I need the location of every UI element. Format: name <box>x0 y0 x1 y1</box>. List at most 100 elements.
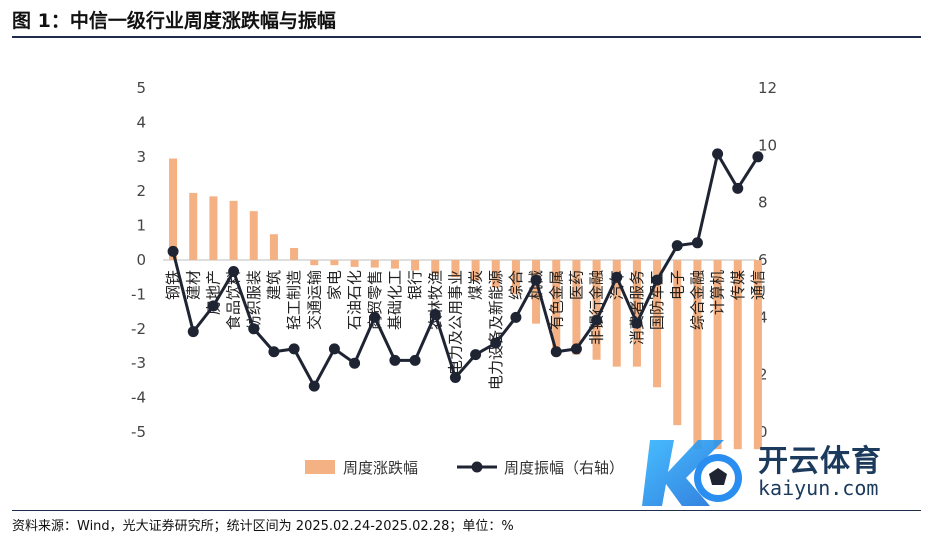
bar-电力设备及新能源 <box>491 260 500 288</box>
bar-传媒 <box>733 260 742 450</box>
amplitude-point <box>570 343 582 355</box>
bar-国防军工 <box>653 260 662 388</box>
amplitude-point <box>712 148 724 160</box>
bar-电子 <box>673 260 682 426</box>
chart-title: 图 1：中信一级行业周度涨跌幅与振幅 <box>12 10 336 32</box>
amplitude-point <box>732 182 744 194</box>
amplitude-point <box>409 354 421 366</box>
category-label: 家电 <box>325 270 343 300</box>
left-axis-tick-label: -5 <box>131 423 146 441</box>
legend-bar-label: 周度涨跌幅 <box>343 459 418 477</box>
bar-建材 <box>189 192 198 260</box>
left-axis-tick-label: 0 <box>136 251 146 269</box>
amplitude-point <box>207 300 219 312</box>
kaiyun-logo-icon <box>642 440 742 506</box>
category-label: 交通运输 <box>305 270 323 330</box>
category-label: 基础化工 <box>386 270 404 330</box>
bar-通信 <box>753 260 762 450</box>
footer-divider <box>12 510 921 511</box>
left-axis-tick-label: -4 <box>131 389 146 407</box>
amplitude-point <box>369 311 381 323</box>
right-axis-tick-label: 0 <box>758 423 768 441</box>
amplitude-point <box>651 274 663 286</box>
category-label: 食品饮料 <box>225 270 243 330</box>
left-axis-tick-label: -2 <box>131 320 146 338</box>
right-axis-tick-label: 12 <box>758 79 777 97</box>
left-axis-tick-label: -3 <box>131 354 146 372</box>
bar-房地产 <box>209 196 218 260</box>
watermark-brand: 开云体育 <box>758 444 882 479</box>
category-label: 钢铁 <box>164 270 182 300</box>
legend-line-marker <box>471 461 483 473</box>
category-label: 消费者服务 <box>628 270 646 345</box>
title-divider <box>12 36 921 38</box>
amplitude-point <box>328 343 340 355</box>
bar-纺织服装 <box>249 211 258 260</box>
amplitude-point <box>550 346 562 358</box>
amplitude-point <box>691 237 703 249</box>
bar-交通运输 <box>310 260 319 266</box>
amplitude-point <box>631 317 643 329</box>
bar-非银行金融 <box>592 260 601 360</box>
bar-银行 <box>411 260 420 271</box>
legend-line-label: 周度振幅（右轴） <box>504 459 624 477</box>
bar-农林牧渔 <box>431 260 440 274</box>
amplitude-point <box>490 337 502 349</box>
bar-基础化工 <box>390 260 399 269</box>
amplitude-point <box>671 240 683 252</box>
bar-有色金属 <box>552 260 561 357</box>
category-label: 综合 <box>507 270 525 300</box>
amplitude-point <box>752 151 764 163</box>
amplitude-point <box>429 308 441 320</box>
source-note: 资料来源：Wind，光大证券研究所；统计区间为 2025.02.24-2025.… <box>12 519 514 534</box>
bar-商贸零售 <box>370 260 379 268</box>
bar-石油石化 <box>350 260 359 267</box>
right-axis-tick-label: 4 <box>758 308 768 326</box>
bar-汽车 <box>612 260 621 367</box>
amplitude-point <box>591 314 603 326</box>
category-label: 电子 <box>668 270 686 300</box>
bar-钢铁 <box>169 158 178 260</box>
amplitude-point <box>288 343 300 355</box>
category-label: 通信 <box>749 270 767 300</box>
left-axis-tick-label: 5 <box>136 79 146 97</box>
bar-家电 <box>330 260 339 266</box>
amplitude-point <box>530 274 542 286</box>
category-label: 传媒 <box>729 270 747 300</box>
amplitude-point <box>611 271 623 283</box>
left-axis-tick-label: 4 <box>136 113 146 131</box>
category-label: 农林牧渔 <box>426 270 444 330</box>
category-label: 医药 <box>567 270 585 300</box>
bar-建筑 <box>269 234 278 260</box>
category-label: 国防军工 <box>648 270 666 330</box>
right-axis-tick-label: 10 <box>758 136 777 154</box>
category-label: 银行 <box>406 270 424 300</box>
bar-医药 <box>572 260 581 355</box>
amplitude-point <box>268 346 280 358</box>
category-label: 建材 <box>184 270 202 300</box>
category-label: 综合金融 <box>688 270 706 330</box>
left-axis-tick-label: 1 <box>136 217 146 235</box>
category-label: 电力及公用事业 <box>446 270 464 375</box>
category-label: 电力设备及新能源 <box>487 270 505 390</box>
bar-机械 <box>532 260 541 324</box>
category-label: 轻工制造 <box>285 270 303 330</box>
watermark: 开云体育 kaiyun.com <box>640 432 930 510</box>
left-axis-tick-label: -1 <box>131 285 146 303</box>
bar-煤炭 <box>471 260 480 281</box>
bar-计算机 <box>713 260 722 450</box>
category-label: 石油石化 <box>346 270 364 330</box>
left-axis-tick-label: 3 <box>136 148 146 166</box>
bar-综合金融 <box>693 260 702 450</box>
bar-综合 <box>511 260 520 295</box>
amplitude-point <box>248 323 260 335</box>
category-label: 煤炭 <box>467 270 485 300</box>
bar-食品饮料 <box>229 200 238 260</box>
legend-bar-swatch <box>305 460 335 474</box>
amplitude-point <box>167 245 179 257</box>
left-axis-tick-label: 2 <box>136 182 146 200</box>
bar-轻工制造 <box>290 247 299 260</box>
category-label: 建筑 <box>265 270 283 300</box>
right-axis-tick-label: 2 <box>758 366 768 384</box>
